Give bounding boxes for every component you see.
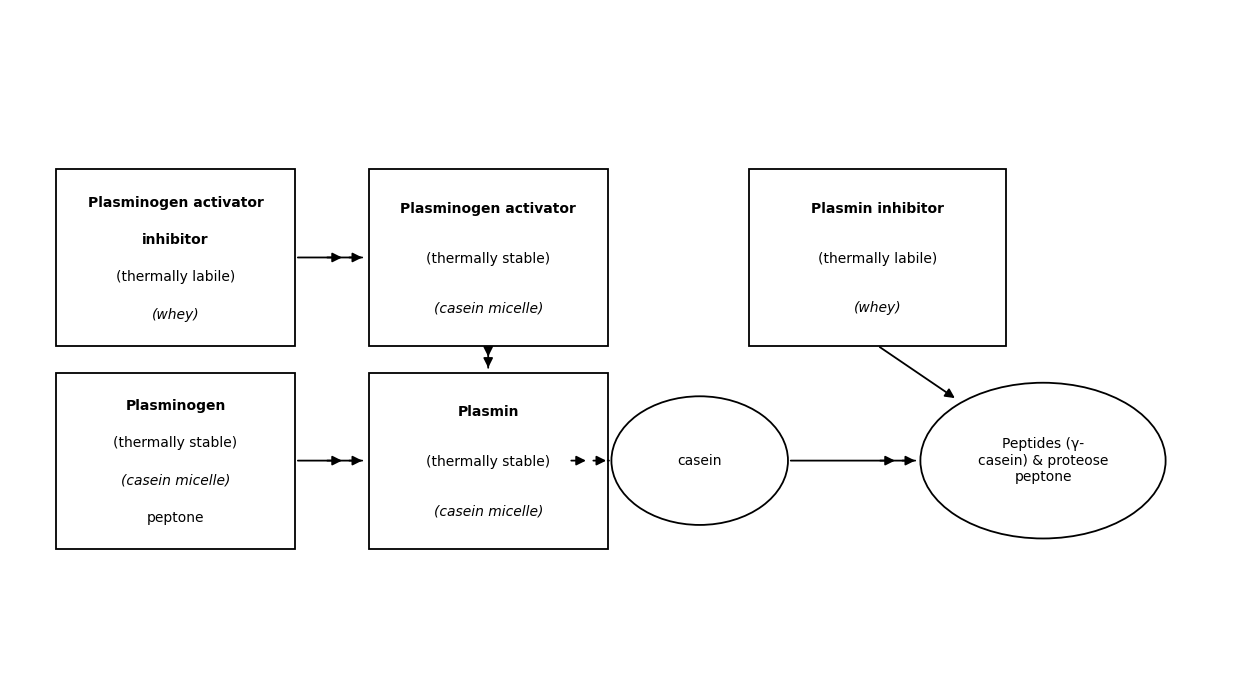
FancyBboxPatch shape bbox=[368, 169, 608, 346]
Text: inhibitor: inhibitor bbox=[143, 233, 208, 247]
Text: Peptides (γ-
casein) & proteose
peptone: Peptides (γ- casein) & proteose peptone bbox=[978, 437, 1109, 484]
Text: (casein micelle): (casein micelle) bbox=[120, 473, 231, 488]
Text: (casein micelle): (casein micelle) bbox=[434, 301, 543, 316]
FancyBboxPatch shape bbox=[749, 169, 1006, 346]
Text: (thermally labile): (thermally labile) bbox=[115, 270, 236, 285]
FancyBboxPatch shape bbox=[368, 372, 608, 549]
Text: (thermally stable): (thermally stable) bbox=[427, 252, 551, 266]
Text: (whey): (whey) bbox=[151, 307, 200, 322]
Text: Plasminogen: Plasminogen bbox=[125, 399, 226, 413]
Text: (thermally stable): (thermally stable) bbox=[427, 455, 551, 469]
Text: (whey): (whey) bbox=[853, 301, 901, 316]
FancyBboxPatch shape bbox=[56, 169, 295, 346]
Ellipse shape bbox=[920, 383, 1166, 538]
Text: Plasminogen activator: Plasminogen activator bbox=[401, 202, 577, 216]
Text: peptone: peptone bbox=[146, 511, 205, 525]
FancyBboxPatch shape bbox=[56, 372, 295, 549]
Text: Plasminogen activator: Plasminogen activator bbox=[88, 196, 263, 210]
Text: casein: casein bbox=[677, 453, 722, 468]
Text: Plasmin: Plasmin bbox=[458, 406, 520, 419]
Text: (thermally stable): (thermally stable) bbox=[114, 436, 238, 451]
Text: (thermally labile): (thermally labile) bbox=[818, 252, 937, 266]
Text: (casein micelle): (casein micelle) bbox=[434, 504, 543, 519]
Ellipse shape bbox=[611, 396, 787, 525]
Text: Plasmin inhibitor: Plasmin inhibitor bbox=[811, 202, 944, 216]
